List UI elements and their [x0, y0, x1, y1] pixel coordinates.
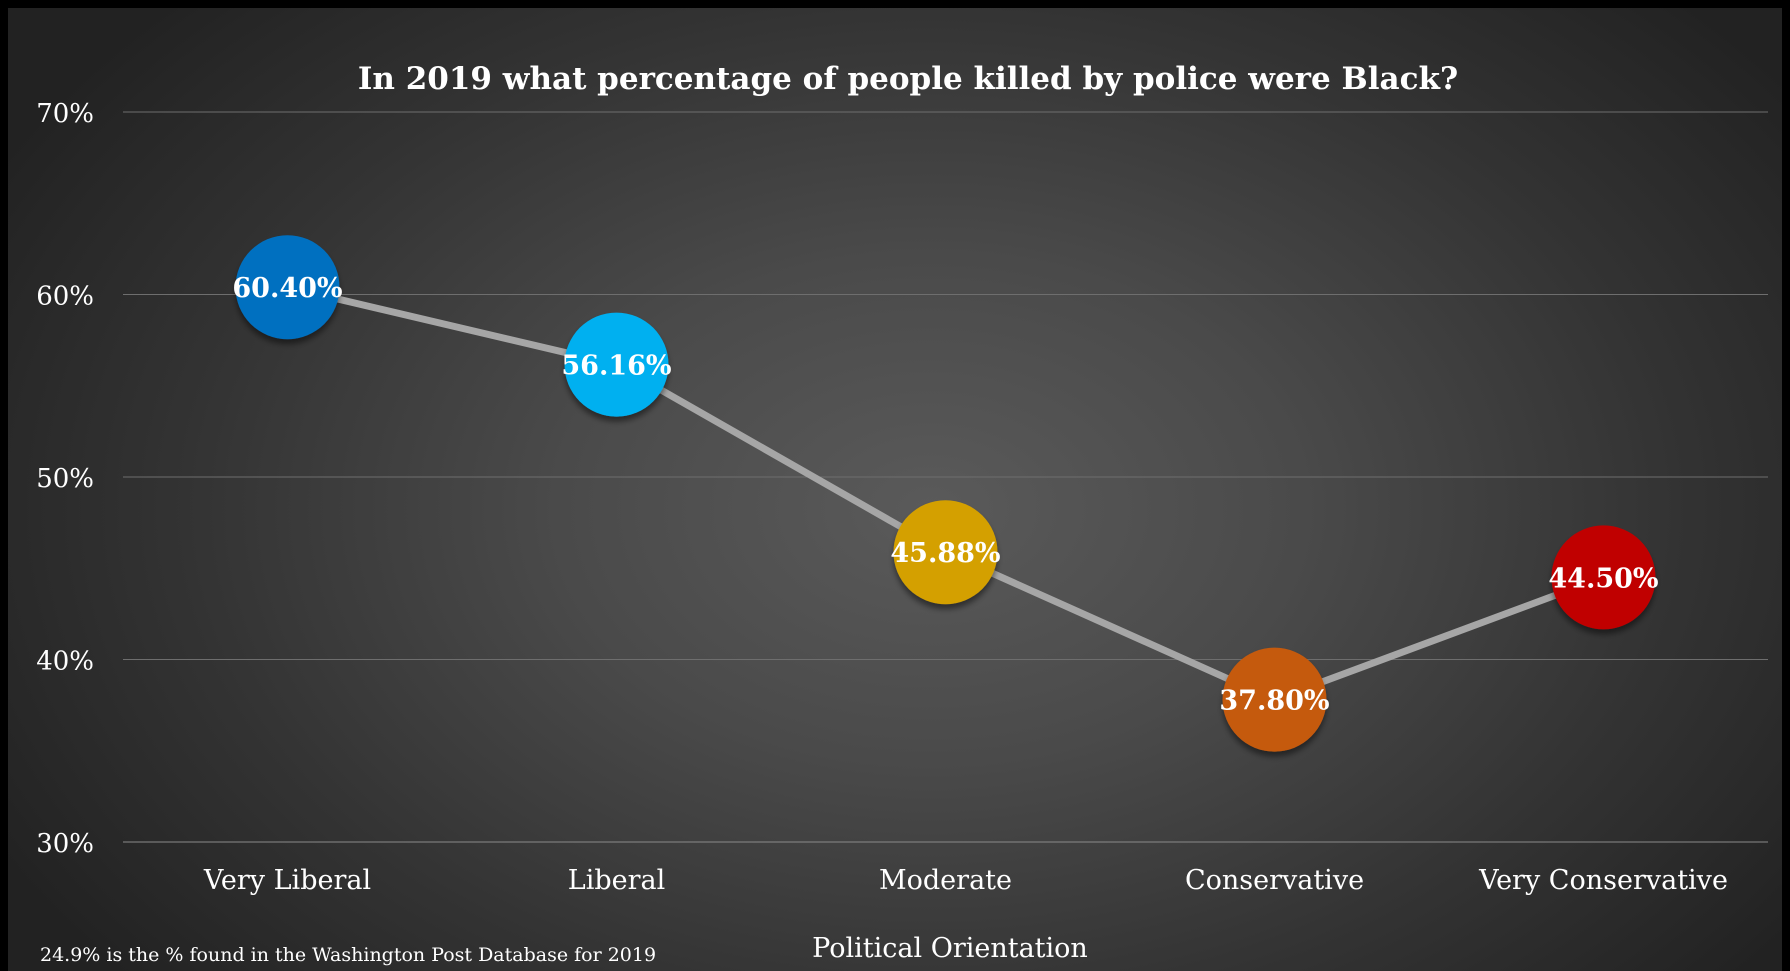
data-point-marker: [1222, 647, 1327, 752]
data-point: 60.40%: [232, 235, 343, 340]
data-point-marker: [235, 235, 340, 340]
data-point: 45.88%: [890, 500, 1001, 605]
data-point-marker: [893, 500, 998, 605]
x-tick-label: Very Conservative: [1478, 865, 1728, 896]
x-tick-label: Liberal: [568, 865, 665, 896]
x-axis-label: Political Orientation: [812, 933, 1088, 964]
y-tick-label: 40%: [36, 647, 94, 677]
line-chart: 30% 40% 50% 60% 70% Very Liberal Liberal Moder…: [36, 61, 1768, 966]
data-label: 56.16%: [561, 351, 671, 382]
y-tick-label: 30%: [36, 829, 94, 859]
data-point: 44.50%: [1548, 525, 1659, 630]
data-point-marker: [1551, 525, 1656, 630]
data-label: 37.80%: [1219, 686, 1329, 717]
x-tick-label: Conservative: [1185, 865, 1364, 896]
data-point: 37.80%: [1219, 647, 1330, 752]
y-tick-label: 70%: [36, 99, 94, 129]
data-label: 44.50%: [1548, 563, 1658, 594]
y-tick-label: 50%: [36, 464, 94, 494]
y-axis-ticks: 30% 40% 50% 60% 70%: [36, 99, 94, 859]
chart-title: In 2019 what percentage of people killed…: [358, 61, 1458, 97]
data-label: 60.40%: [232, 273, 342, 304]
series-line-layer: [286, 283, 1605, 704]
footnote: 24.9% is the % found in the Washington P…: [40, 944, 656, 966]
y-tick-label: 60%: [36, 282, 94, 312]
x-tick-label: Very Liberal: [203, 865, 371, 896]
data-label: 45.88%: [890, 538, 1000, 569]
data-points: 60.40% 56.16% 45.88% 37.80% 44.50%: [232, 235, 1659, 752]
series-line: [286, 283, 1605, 704]
x-tick-label: Moderate: [879, 865, 1012, 896]
data-point: 56.16%: [561, 312, 672, 417]
x-axis-ticks: Very Liberal Liberal Moderate Conservative V…: [203, 865, 1728, 896]
data-point-marker: [564, 312, 669, 417]
gridlines: [123, 111, 1768, 843]
